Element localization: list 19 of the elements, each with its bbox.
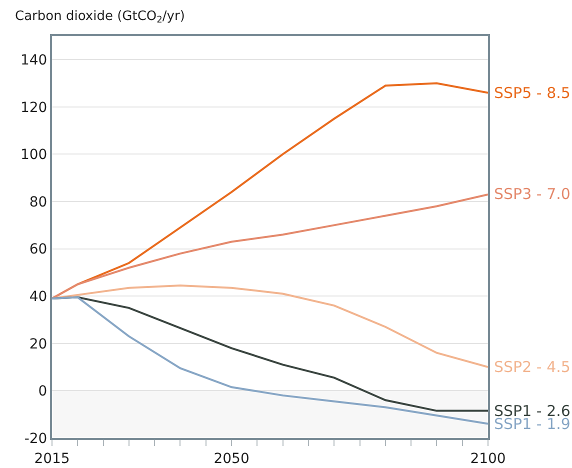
y-tick-label: 40	[29, 289, 48, 306]
line-series	[52, 284, 488, 368]
y-tick-label: 120	[20, 100, 48, 116]
y-tick-label: 20	[29, 336, 48, 352]
y-tick-label: 80	[29, 194, 48, 210]
series-label: SSP1 - 1.9	[494, 415, 570, 433]
y-tick-label: 100	[20, 147, 48, 164]
y-tick-label: 140	[20, 52, 48, 69]
series-label: SSP3 - 7.0	[494, 185, 570, 203]
y-tick-label: 0	[38, 384, 48, 400]
y-tick-label: 60	[29, 242, 48, 258]
y-axis-title: Carbon dioxide (GtCO$_{2}$/yr)	[15, 9, 185, 26]
x-tick-label: 2015	[34, 450, 70, 467]
line-series	[52, 193, 488, 300]
x-tick-label: 2100	[470, 450, 506, 467]
series-label: SSP5 - 8.5	[494, 84, 570, 102]
series-label: SSP2 - 4.5	[494, 358, 570, 376]
x-tick-label: 2050	[214, 450, 250, 467]
y-tick-label: -20	[24, 430, 48, 447]
